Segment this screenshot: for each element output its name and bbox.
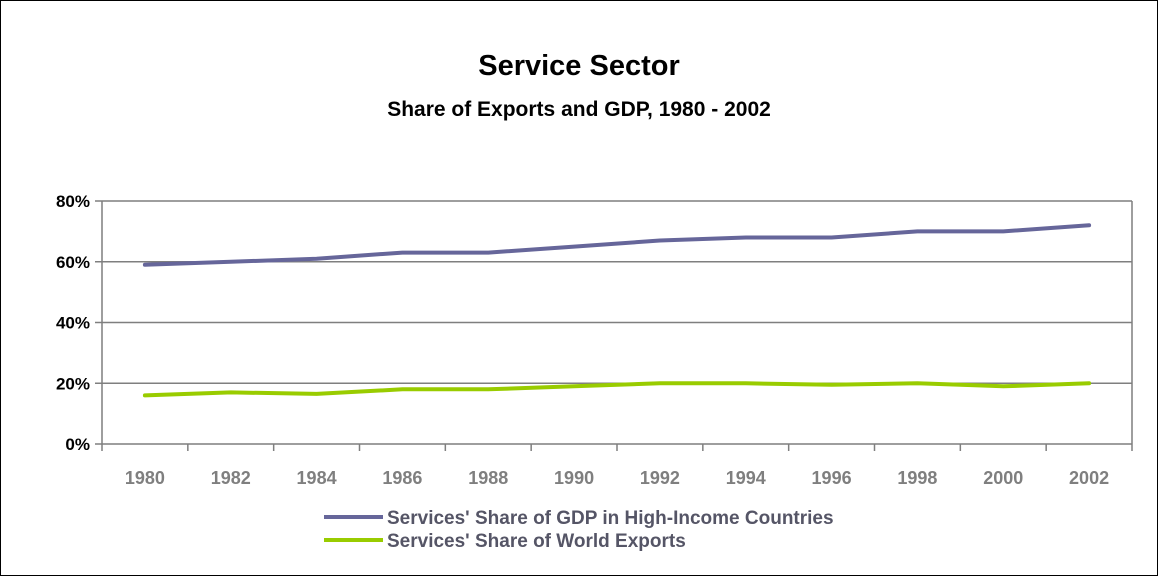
- series-line-2: [142, 381, 1092, 398]
- data-point-series-1: [1001, 229, 1005, 233]
- data-point-series-2: [143, 393, 147, 397]
- x-tick-label: 2002: [1069, 468, 1109, 488]
- data-point-series-1: [486, 251, 490, 255]
- data-point-series-1: [143, 263, 147, 267]
- x-tick-label: 1998: [897, 468, 937, 488]
- x-tick-label: 1996: [812, 468, 852, 488]
- data-point-series-2: [315, 392, 319, 396]
- y-tick-label: 0%: [65, 435, 90, 454]
- data-point-series-2: [572, 384, 576, 388]
- legend-label-1: Services' Share of GDP in High-Income Co…: [387, 508, 834, 529]
- x-tick-label: 1980: [125, 468, 165, 488]
- series-line-1: [142, 223, 1092, 267]
- x-tick-label: 1988: [468, 468, 508, 488]
- data-point-series-1: [315, 257, 319, 261]
- data-point-series-1: [400, 251, 404, 255]
- x-tick-label: 1982: [211, 468, 251, 488]
- data-point-series-2: [1087, 381, 1091, 385]
- data-point-series-2: [915, 381, 919, 385]
- data-point-series-2: [400, 387, 404, 391]
- data-point-series-1: [830, 235, 834, 239]
- data-point-series-1: [1087, 223, 1091, 227]
- data-point-series-1: [744, 235, 748, 239]
- x-tick-label: 2000: [983, 468, 1023, 488]
- chart-subtitle: Share of Exports and GDP, 1980 - 2002: [387, 98, 771, 121]
- x-tick-label: 1984: [297, 468, 337, 488]
- y-tick-label: 20%: [56, 374, 90, 393]
- y-tick-label: 60%: [56, 253, 90, 272]
- data-point-series-1: [915, 229, 919, 233]
- x-tick-label: 1990: [554, 468, 594, 488]
- data-point-series-2: [486, 387, 490, 391]
- data-point-series-2: [744, 381, 748, 385]
- x-tick-label: 1994: [726, 468, 766, 488]
- data-point-series-2: [658, 381, 662, 385]
- y-tick-label: 80%: [56, 192, 90, 211]
- data-point-series-2: [830, 383, 834, 387]
- data-point-series-1: [229, 260, 233, 264]
- legend-label-2: Services' Share of World Exports: [387, 531, 686, 552]
- chart-title: Service Sector: [478, 50, 680, 82]
- data-point-series-2: [1001, 384, 1005, 388]
- data-point-series-2: [229, 390, 233, 394]
- y-tick-label: 40%: [56, 314, 90, 333]
- x-tick-label: 1986: [382, 468, 422, 488]
- data-point-series-1: [572, 245, 576, 249]
- x-tick-label: 1992: [640, 468, 680, 488]
- data-point-series-1: [658, 238, 662, 242]
